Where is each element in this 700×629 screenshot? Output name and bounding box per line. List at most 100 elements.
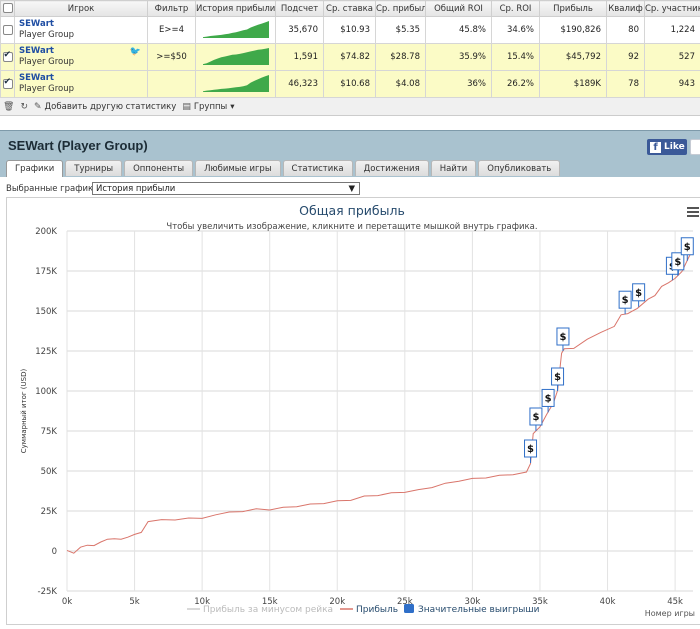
svg-text:$: $	[684, 242, 691, 253]
filter-cell: >=$50	[148, 44, 196, 71]
big-win-marker[interactable]: $	[552, 368, 564, 391]
tab-4[interactable]: Статистика	[283, 160, 353, 176]
groups-button[interactable]: ▤ Группы ▾	[182, 102, 234, 112]
column-header[interactable]: Ср. прибыль	[376, 1, 426, 17]
count-cell: 1,591	[276, 44, 324, 71]
row-checkbox[interactable]	[3, 25, 13, 35]
menu-icon[interactable]	[687, 207, 699, 217]
column-header[interactable]: Ср. ставка	[324, 1, 376, 17]
sparkline-svg	[203, 47, 269, 65]
chevron-down-icon: ▼	[348, 184, 355, 194]
legend-label: Прибыль	[356, 605, 398, 615]
sparkline-svg	[203, 74, 269, 92]
x-tick-label: 0k	[62, 597, 72, 607]
trash-icon[interactable]: 🗑	[3, 102, 14, 112]
chart-select-value: История прибыли	[96, 184, 175, 194]
player-name-link[interactable]: SEWart	[19, 73, 142, 84]
column-header[interactable]: Игрок	[15, 1, 148, 17]
column-header[interactable]: Подсчет	[276, 1, 324, 17]
itm-cell: 78	[607, 71, 645, 98]
legend-item-net-profit[interactable]: Прибыль за минусом рейка	[187, 605, 333, 615]
avg-stake-cell: $10.68	[324, 71, 376, 98]
add-stat-label: Добавить другую статистику	[45, 102, 177, 112]
stats-toolbar: 🗑 ↻ ✎ Добавить другую статистику ▤ Групп…	[0, 98, 700, 116]
column-header[interactable]: История прибыли	[196, 1, 276, 17]
svg-text:$: $	[622, 295, 629, 306]
avg-profit-cell: $5.35	[376, 17, 426, 44]
chart-title: Общая прибыль	[299, 203, 405, 218]
select-all-checkbox[interactable]	[1, 1, 15, 17]
page-title: SEWart (Player Group)	[8, 138, 148, 153]
column-header[interactable]: Ср. участники	[645, 1, 700, 17]
x-tick-label: 45k	[667, 597, 683, 607]
svg-text:$: $	[559, 332, 566, 343]
count-cell: 46,323	[276, 71, 324, 98]
player-name-link[interactable]: SEWart	[19, 46, 142, 57]
x-tick-label: 40k	[600, 597, 616, 607]
y-tick-label: 0	[52, 547, 57, 557]
legend-label: Прибыль за минусом рейка	[203, 605, 333, 615]
filter-cell: E>=4	[148, 17, 196, 44]
checkbox-icon[interactable]	[3, 3, 13, 13]
big-win-marker[interactable]: $	[557, 328, 569, 351]
chart-select[interactable]: История прибыли ▼	[92, 182, 360, 195]
legend-item-profit[interactable]: Прибыль	[340, 605, 398, 615]
chart-grid	[67, 231, 693, 591]
big-win-marker[interactable]: $	[525, 440, 537, 463]
row-checkbox-cell[interactable]	[1, 17, 15, 44]
filter-cell	[148, 71, 196, 98]
bird-icon: 🐦	[130, 47, 141, 57]
tab-3[interactable]: Любимые игры	[195, 160, 280, 176]
row-checkbox-cell[interactable]	[1, 71, 15, 98]
tab-6[interactable]: Найти	[431, 160, 477, 176]
row-checkbox-cell[interactable]	[1, 44, 15, 71]
profit-history-sparkline	[196, 17, 276, 44]
row-checkbox[interactable]	[3, 79, 13, 89]
avg-roi-cell: 34.6%	[492, 17, 540, 44]
column-header[interactable]: Общий ROI	[426, 1, 492, 17]
y-tick-label: 125K	[35, 347, 57, 357]
row-checkbox[interactable]	[3, 52, 13, 62]
tab-7[interactable]: Опубликовать	[478, 160, 560, 176]
series-line-profit	[67, 249, 693, 553]
facebook-like-button[interactable]: f Like	[647, 139, 687, 155]
y-tick-label: 100K	[35, 387, 57, 397]
tab-5[interactable]: Достижения	[355, 160, 429, 176]
profit-cell: $190,826	[540, 17, 607, 44]
x-tick-label: 5k	[129, 597, 139, 607]
total-roi-cell: 35.9%	[426, 44, 492, 71]
column-header[interactable]: Квалиф	[607, 1, 645, 17]
big-win-marker[interactable]: $	[542, 389, 554, 412]
tab-0[interactable]: Графики	[6, 160, 63, 177]
groups-label: Группы	[194, 102, 227, 112]
tab-2[interactable]: Оппоненты	[124, 160, 193, 176]
avg-stake-cell: $10.93	[324, 17, 376, 44]
column-header[interactable]: Фильтр	[148, 1, 196, 17]
selected-charts-label: Выбранные графики:	[6, 184, 102, 194]
refresh-icon[interactable]: ↻	[20, 102, 28, 112]
svg-text:$: $	[545, 393, 552, 404]
add-stat-button[interactable]: ✎ Добавить другую статистику	[34, 102, 176, 112]
avg-profit-cell: $4.08	[376, 71, 426, 98]
column-header[interactable]: Ср. ROI	[492, 1, 540, 17]
tab-1[interactable]: Турниры	[65, 160, 122, 176]
svg-text:$: $	[635, 288, 642, 299]
sparkline-area	[203, 48, 269, 65]
column-header[interactable]: Прибыль	[540, 1, 607, 17]
player-name-link[interactable]: SEWart	[19, 19, 142, 30]
sparkline-area	[203, 75, 269, 92]
count-cell: 35,670	[276, 17, 324, 44]
avg-roi-cell: 15.4%	[492, 44, 540, 71]
legend-item-big-wins[interactable]: Значительные выигрыши	[404, 604, 540, 615]
